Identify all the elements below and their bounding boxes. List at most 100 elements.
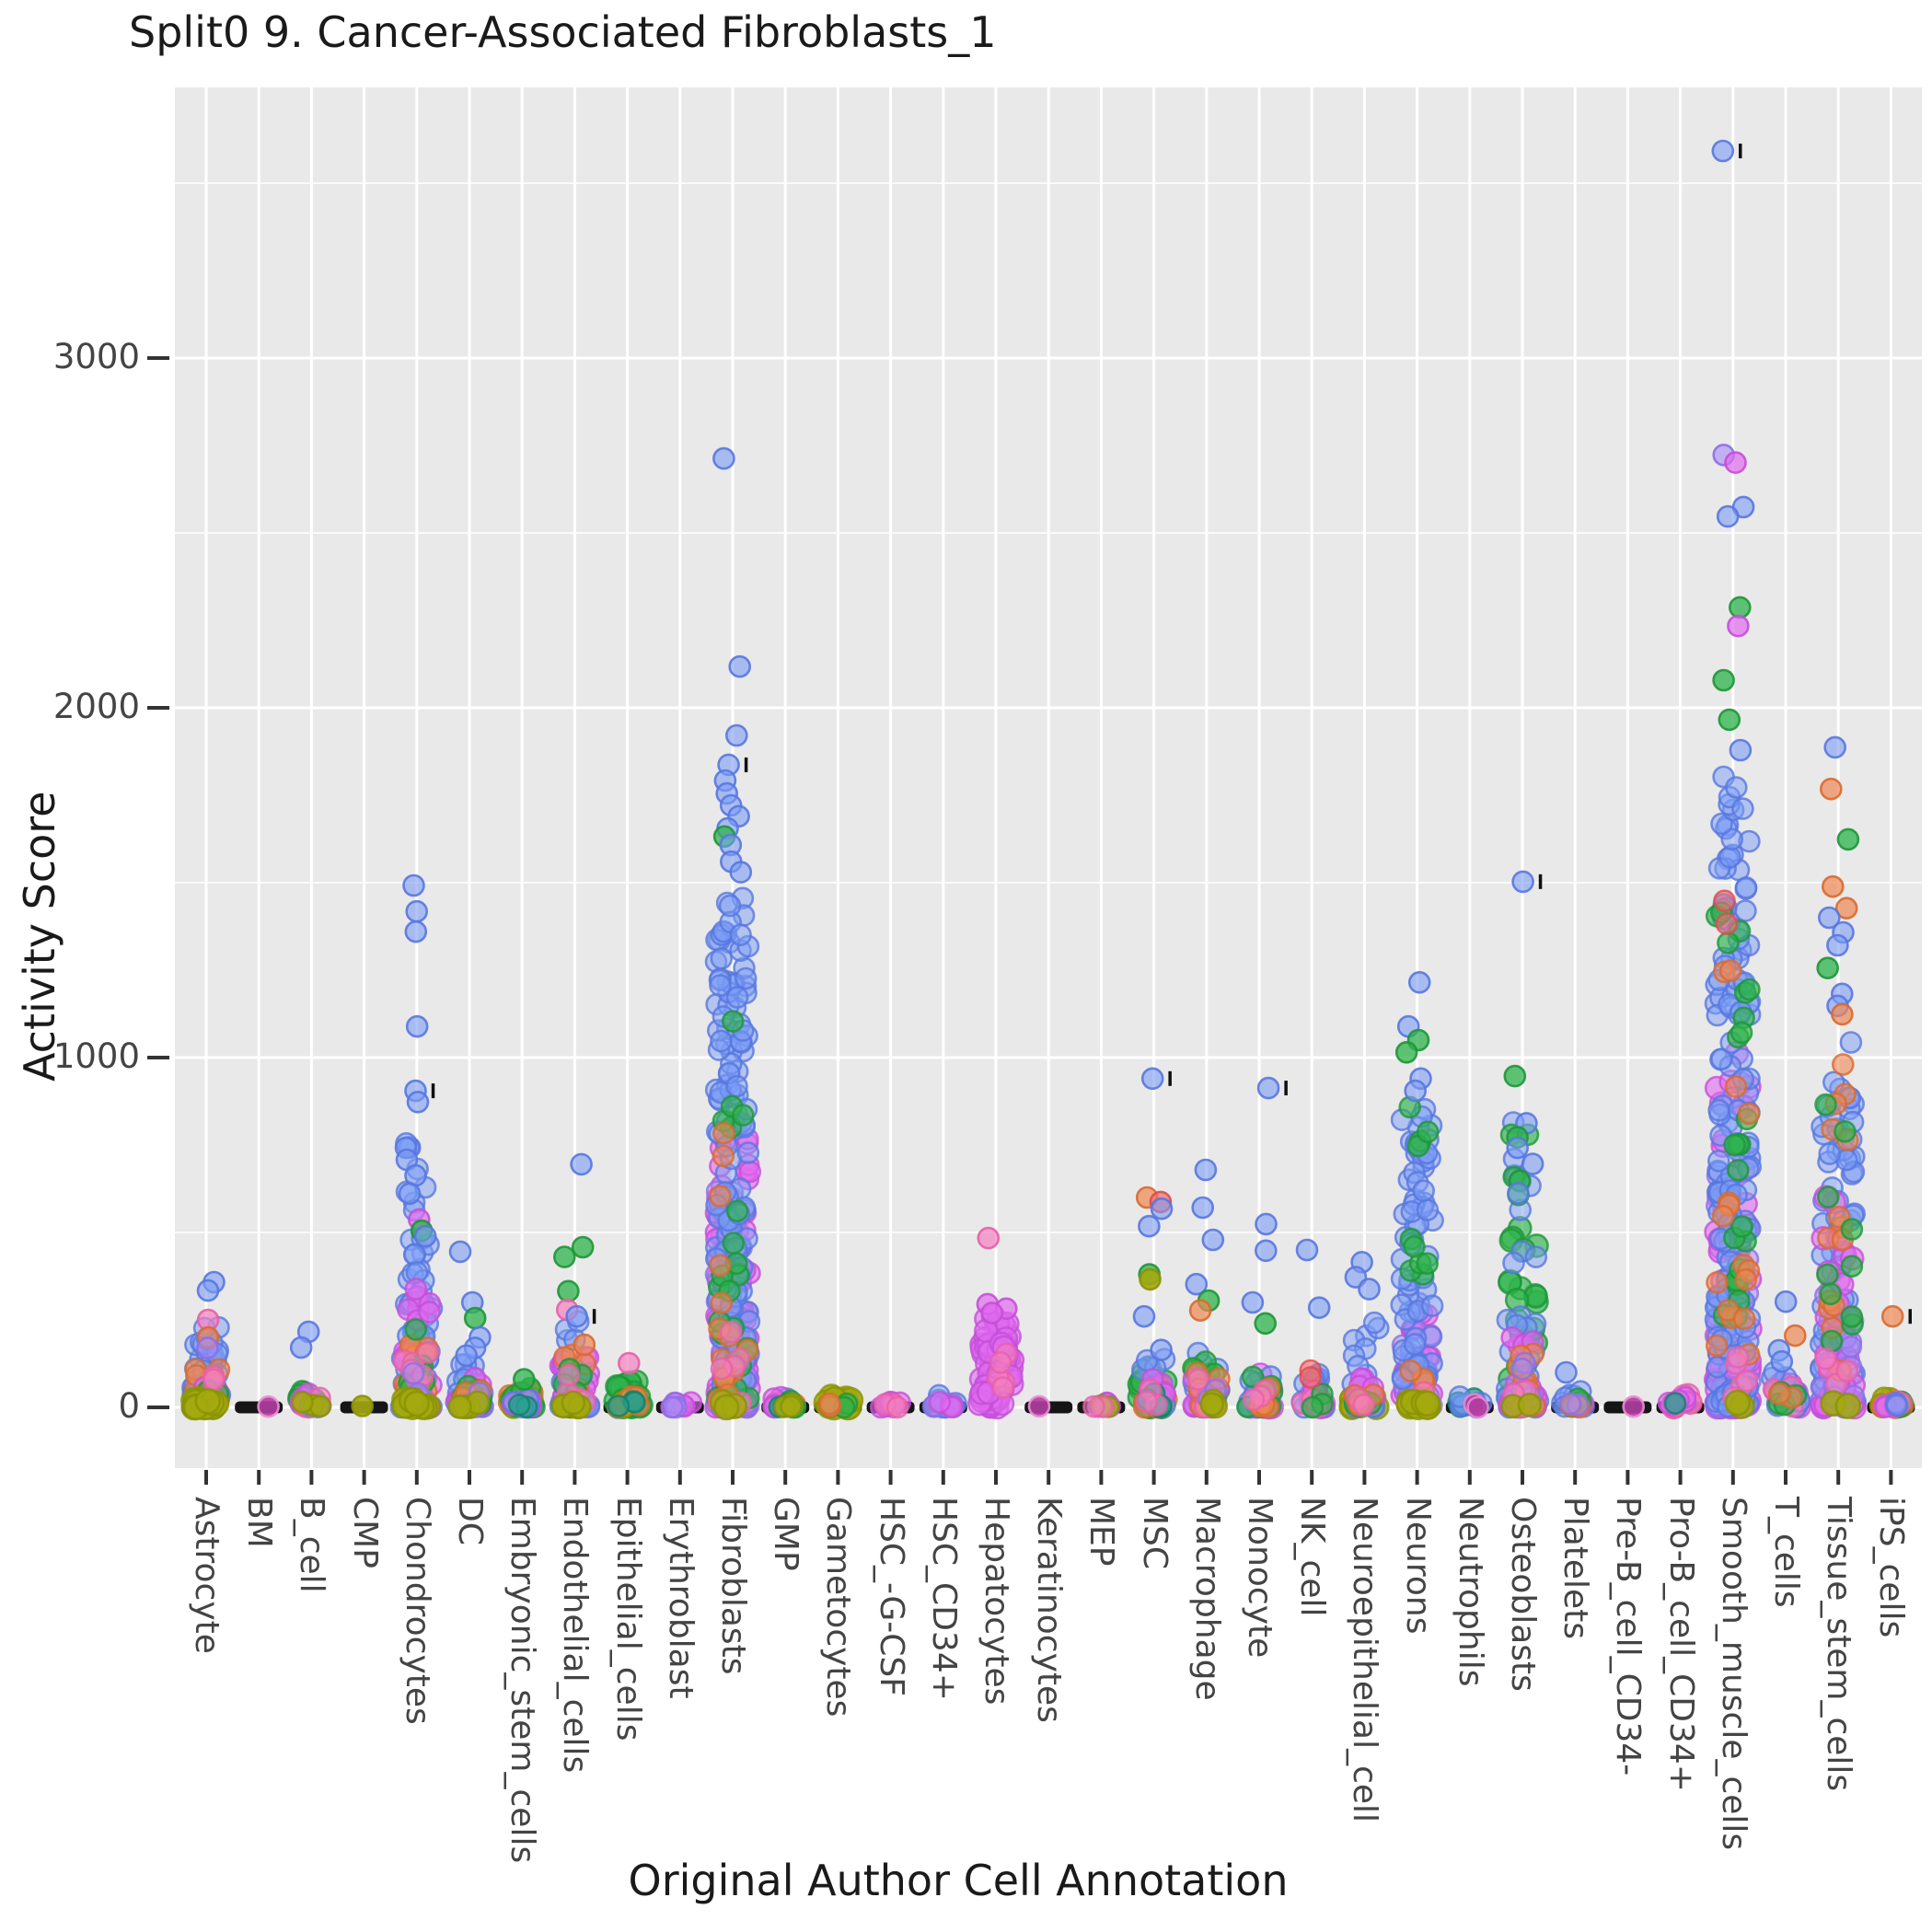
outlier-point (1823, 735, 1846, 759)
outlier-point (402, 873, 425, 897)
x-tick-label: Endothelial_cells (556, 1497, 595, 1774)
outlier-point (1834, 897, 1858, 920)
data-point (1707, 1150, 1730, 1173)
data-point (1412, 1179, 1435, 1202)
data-point (736, 1141, 760, 1164)
x-tick-label: Smooth_muscle_cells (1714, 1497, 1753, 1851)
data-point (1715, 912, 1739, 935)
data-point (1718, 959, 1742, 982)
category-points-Astrocyte (180, 1270, 232, 1421)
outlier-point (1140, 1067, 1164, 1091)
outlier-point (257, 1394, 280, 1418)
outlier-point (724, 723, 748, 747)
data-point (1707, 1099, 1730, 1122)
data-point (1725, 776, 1748, 799)
data-point (1403, 1235, 1426, 1258)
category-points-Tissue_stem_cells (1810, 735, 1867, 1420)
data-point (1299, 1366, 1323, 1389)
outlier-point (512, 1368, 536, 1391)
data-point (1524, 1245, 1548, 1268)
x-tick-label: B_cell (293, 1497, 331, 1593)
data-point (885, 1395, 909, 1419)
data-point (1399, 1359, 1422, 1382)
data-point (607, 1394, 631, 1417)
data-point (1416, 1252, 1439, 1275)
outlier-point (1622, 1394, 1645, 1418)
outlier-point (565, 1304, 588, 1328)
outlier-point (1724, 451, 1747, 474)
x-tick-label: Platelets (1556, 1497, 1595, 1640)
data-point (1502, 1251, 1525, 1275)
category-points-MEP (1077, 1391, 1126, 1418)
category-points-Keratinocytes (1024, 1394, 1073, 1418)
data-point (1723, 1133, 1746, 1157)
outlier-point (289, 1336, 313, 1359)
x-tick-label: Embryonic_stem_cells (503, 1497, 542, 1864)
category-points-HSC_CD34+ (919, 1383, 967, 1419)
category-points-DC (445, 1240, 494, 1420)
x-tick-label: Macrophage (1187, 1497, 1226, 1701)
outlier-point (728, 654, 752, 678)
y-tick-label: 3000 (52, 337, 140, 376)
data-point (1711, 1205, 1735, 1228)
category-points-Endothelial_cells (549, 1152, 601, 1420)
data-point (712, 1121, 735, 1145)
data-point (1726, 1346, 1750, 1369)
x-tick-label: Epithelial_cells (608, 1497, 647, 1741)
data-point (418, 1301, 441, 1324)
outlier-point (571, 1235, 595, 1259)
data-point (557, 1363, 581, 1387)
outlier-point (1729, 596, 1752, 619)
outlier-point (1718, 708, 1741, 732)
outlier-point (398, 1182, 422, 1206)
outlier-point (1191, 1196, 1214, 1220)
category-points-Neurons (1390, 971, 1444, 1421)
x-tick-label: GMP (767, 1497, 805, 1571)
outlier-point (557, 1279, 580, 1303)
x-tick-label: iPS_cells (1872, 1497, 1911, 1638)
category-points-Erythroblast (655, 1391, 704, 1419)
category-points-Neuroepithelial_cell (1338, 1251, 1390, 1420)
outlier-point (1358, 1278, 1381, 1301)
data-point (1885, 1394, 1909, 1417)
outlier-point (1727, 614, 1750, 638)
data-point (1352, 1393, 1375, 1417)
x-tick-label: CMP (345, 1497, 384, 1568)
x-tick-label: Chondrocytes (398, 1497, 436, 1725)
outlier-point (1712, 668, 1735, 692)
outlier-point (1185, 1272, 1209, 1296)
data-point (1082, 1394, 1105, 1418)
data-point (1705, 1334, 1729, 1358)
data-point (1730, 1021, 1753, 1045)
outlier-point (1555, 1360, 1578, 1384)
data-point (1510, 1357, 1534, 1381)
data-point (1818, 1142, 1841, 1165)
data-point (1558, 1392, 1582, 1416)
data-point (202, 1368, 226, 1392)
outlier-point (1511, 870, 1534, 894)
outlier-point (570, 1152, 593, 1176)
x-tick-label: HSC_CD34+ (924, 1497, 963, 1701)
data-point (1834, 1120, 1857, 1143)
data-point (1730, 1215, 1753, 1238)
data-point (1767, 1382, 1791, 1406)
data-point (416, 1341, 440, 1364)
data-point (710, 1029, 733, 1053)
outlier-point (1822, 874, 1845, 898)
data-point (780, 1394, 803, 1418)
outlier-point (1831, 1002, 1854, 1026)
data-point (710, 1291, 734, 1314)
data-point (661, 1395, 684, 1419)
data-point (404, 1278, 428, 1301)
outlier-point (1295, 1238, 1319, 1262)
data-point (1839, 1335, 1863, 1359)
category-points-Macrophage (1182, 1158, 1231, 1419)
outlier-point (1150, 1338, 1173, 1361)
data-point (291, 1391, 314, 1414)
outlier-point (1784, 1324, 1807, 1348)
category-points-HSC_-G-CSF (866, 1390, 915, 1419)
category-points-CMP (340, 1394, 388, 1417)
data-point (710, 947, 734, 970)
outlier-point (455, 1344, 479, 1368)
